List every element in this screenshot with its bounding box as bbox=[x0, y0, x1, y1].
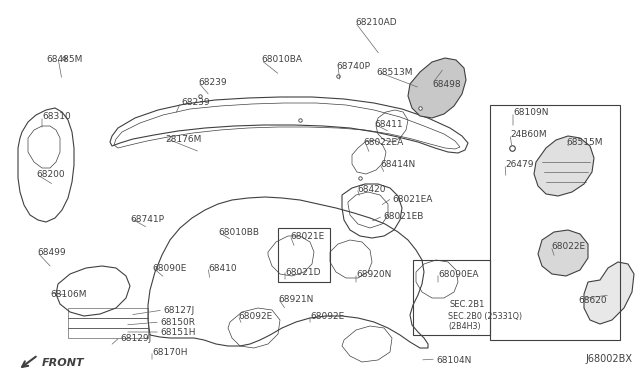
Bar bbox=[278, 228, 330, 282]
Text: 68021D: 68021D bbox=[285, 268, 321, 277]
Text: 68921N: 68921N bbox=[278, 295, 314, 304]
Polygon shape bbox=[408, 58, 466, 118]
Text: 68022EA: 68022EA bbox=[363, 138, 403, 147]
Text: 68021EB: 68021EB bbox=[383, 212, 424, 221]
Text: (2B4H3): (2B4H3) bbox=[448, 322, 481, 331]
Text: 68414N: 68414N bbox=[380, 160, 415, 169]
Text: 68022E: 68022E bbox=[551, 242, 585, 251]
Text: 68021EA: 68021EA bbox=[392, 195, 433, 204]
Text: 68109N: 68109N bbox=[513, 108, 548, 117]
Text: 68210AD: 68210AD bbox=[355, 18, 397, 27]
Text: 68239: 68239 bbox=[198, 78, 227, 87]
Text: 68021E: 68021E bbox=[290, 232, 324, 241]
Bar bbox=[68, 328, 148, 338]
Polygon shape bbox=[534, 136, 594, 196]
Text: SEC.2B1: SEC.2B1 bbox=[450, 300, 485, 309]
Text: 68127J: 68127J bbox=[163, 306, 195, 315]
Bar bbox=[68, 318, 148, 328]
Text: 68106M: 68106M bbox=[50, 290, 86, 299]
Text: 68129J: 68129J bbox=[120, 334, 151, 343]
Text: 68515M: 68515M bbox=[566, 138, 602, 147]
Text: 68920N: 68920N bbox=[356, 270, 392, 279]
Bar bbox=[490, 105, 620, 340]
Text: 68150R: 68150R bbox=[160, 318, 195, 327]
Text: FRONT: FRONT bbox=[42, 358, 84, 368]
Text: 28176M: 28176M bbox=[165, 135, 202, 144]
Text: 68104N: 68104N bbox=[436, 356, 472, 365]
Text: 68010BA: 68010BA bbox=[261, 55, 302, 64]
Polygon shape bbox=[584, 262, 634, 324]
Text: 68498: 68498 bbox=[432, 80, 461, 89]
Text: 24B60M: 24B60M bbox=[510, 130, 547, 139]
Text: 26479: 26479 bbox=[505, 160, 534, 169]
Text: 68090E: 68090E bbox=[152, 264, 186, 273]
Text: 68170H: 68170H bbox=[152, 348, 188, 357]
Text: 68620: 68620 bbox=[578, 296, 607, 305]
Text: SEC.2B0 (25331Q): SEC.2B0 (25331Q) bbox=[448, 312, 522, 321]
Polygon shape bbox=[538, 230, 588, 276]
Text: 68200: 68200 bbox=[36, 170, 65, 179]
Text: 68310: 68310 bbox=[42, 112, 71, 121]
Text: 68090EA: 68090EA bbox=[438, 270, 479, 279]
Text: J68002BX: J68002BX bbox=[585, 354, 632, 364]
Text: 68092E: 68092E bbox=[238, 312, 272, 321]
Text: 68151H: 68151H bbox=[160, 328, 195, 337]
Text: 68513M: 68513M bbox=[376, 68, 413, 77]
Text: 68410: 68410 bbox=[208, 264, 237, 273]
Text: 68740P: 68740P bbox=[336, 62, 370, 71]
Text: 68239: 68239 bbox=[181, 98, 210, 107]
Text: 68010BB: 68010BB bbox=[218, 228, 259, 237]
Bar bbox=[413, 260, 490, 335]
Text: 68499: 68499 bbox=[37, 248, 66, 257]
Text: 68741P: 68741P bbox=[130, 215, 164, 224]
Text: 68420: 68420 bbox=[357, 185, 385, 194]
Bar bbox=[68, 308, 148, 318]
Text: 68485M: 68485M bbox=[46, 55, 83, 64]
Text: 68411: 68411 bbox=[374, 120, 403, 129]
Text: 68092E: 68092E bbox=[310, 312, 344, 321]
